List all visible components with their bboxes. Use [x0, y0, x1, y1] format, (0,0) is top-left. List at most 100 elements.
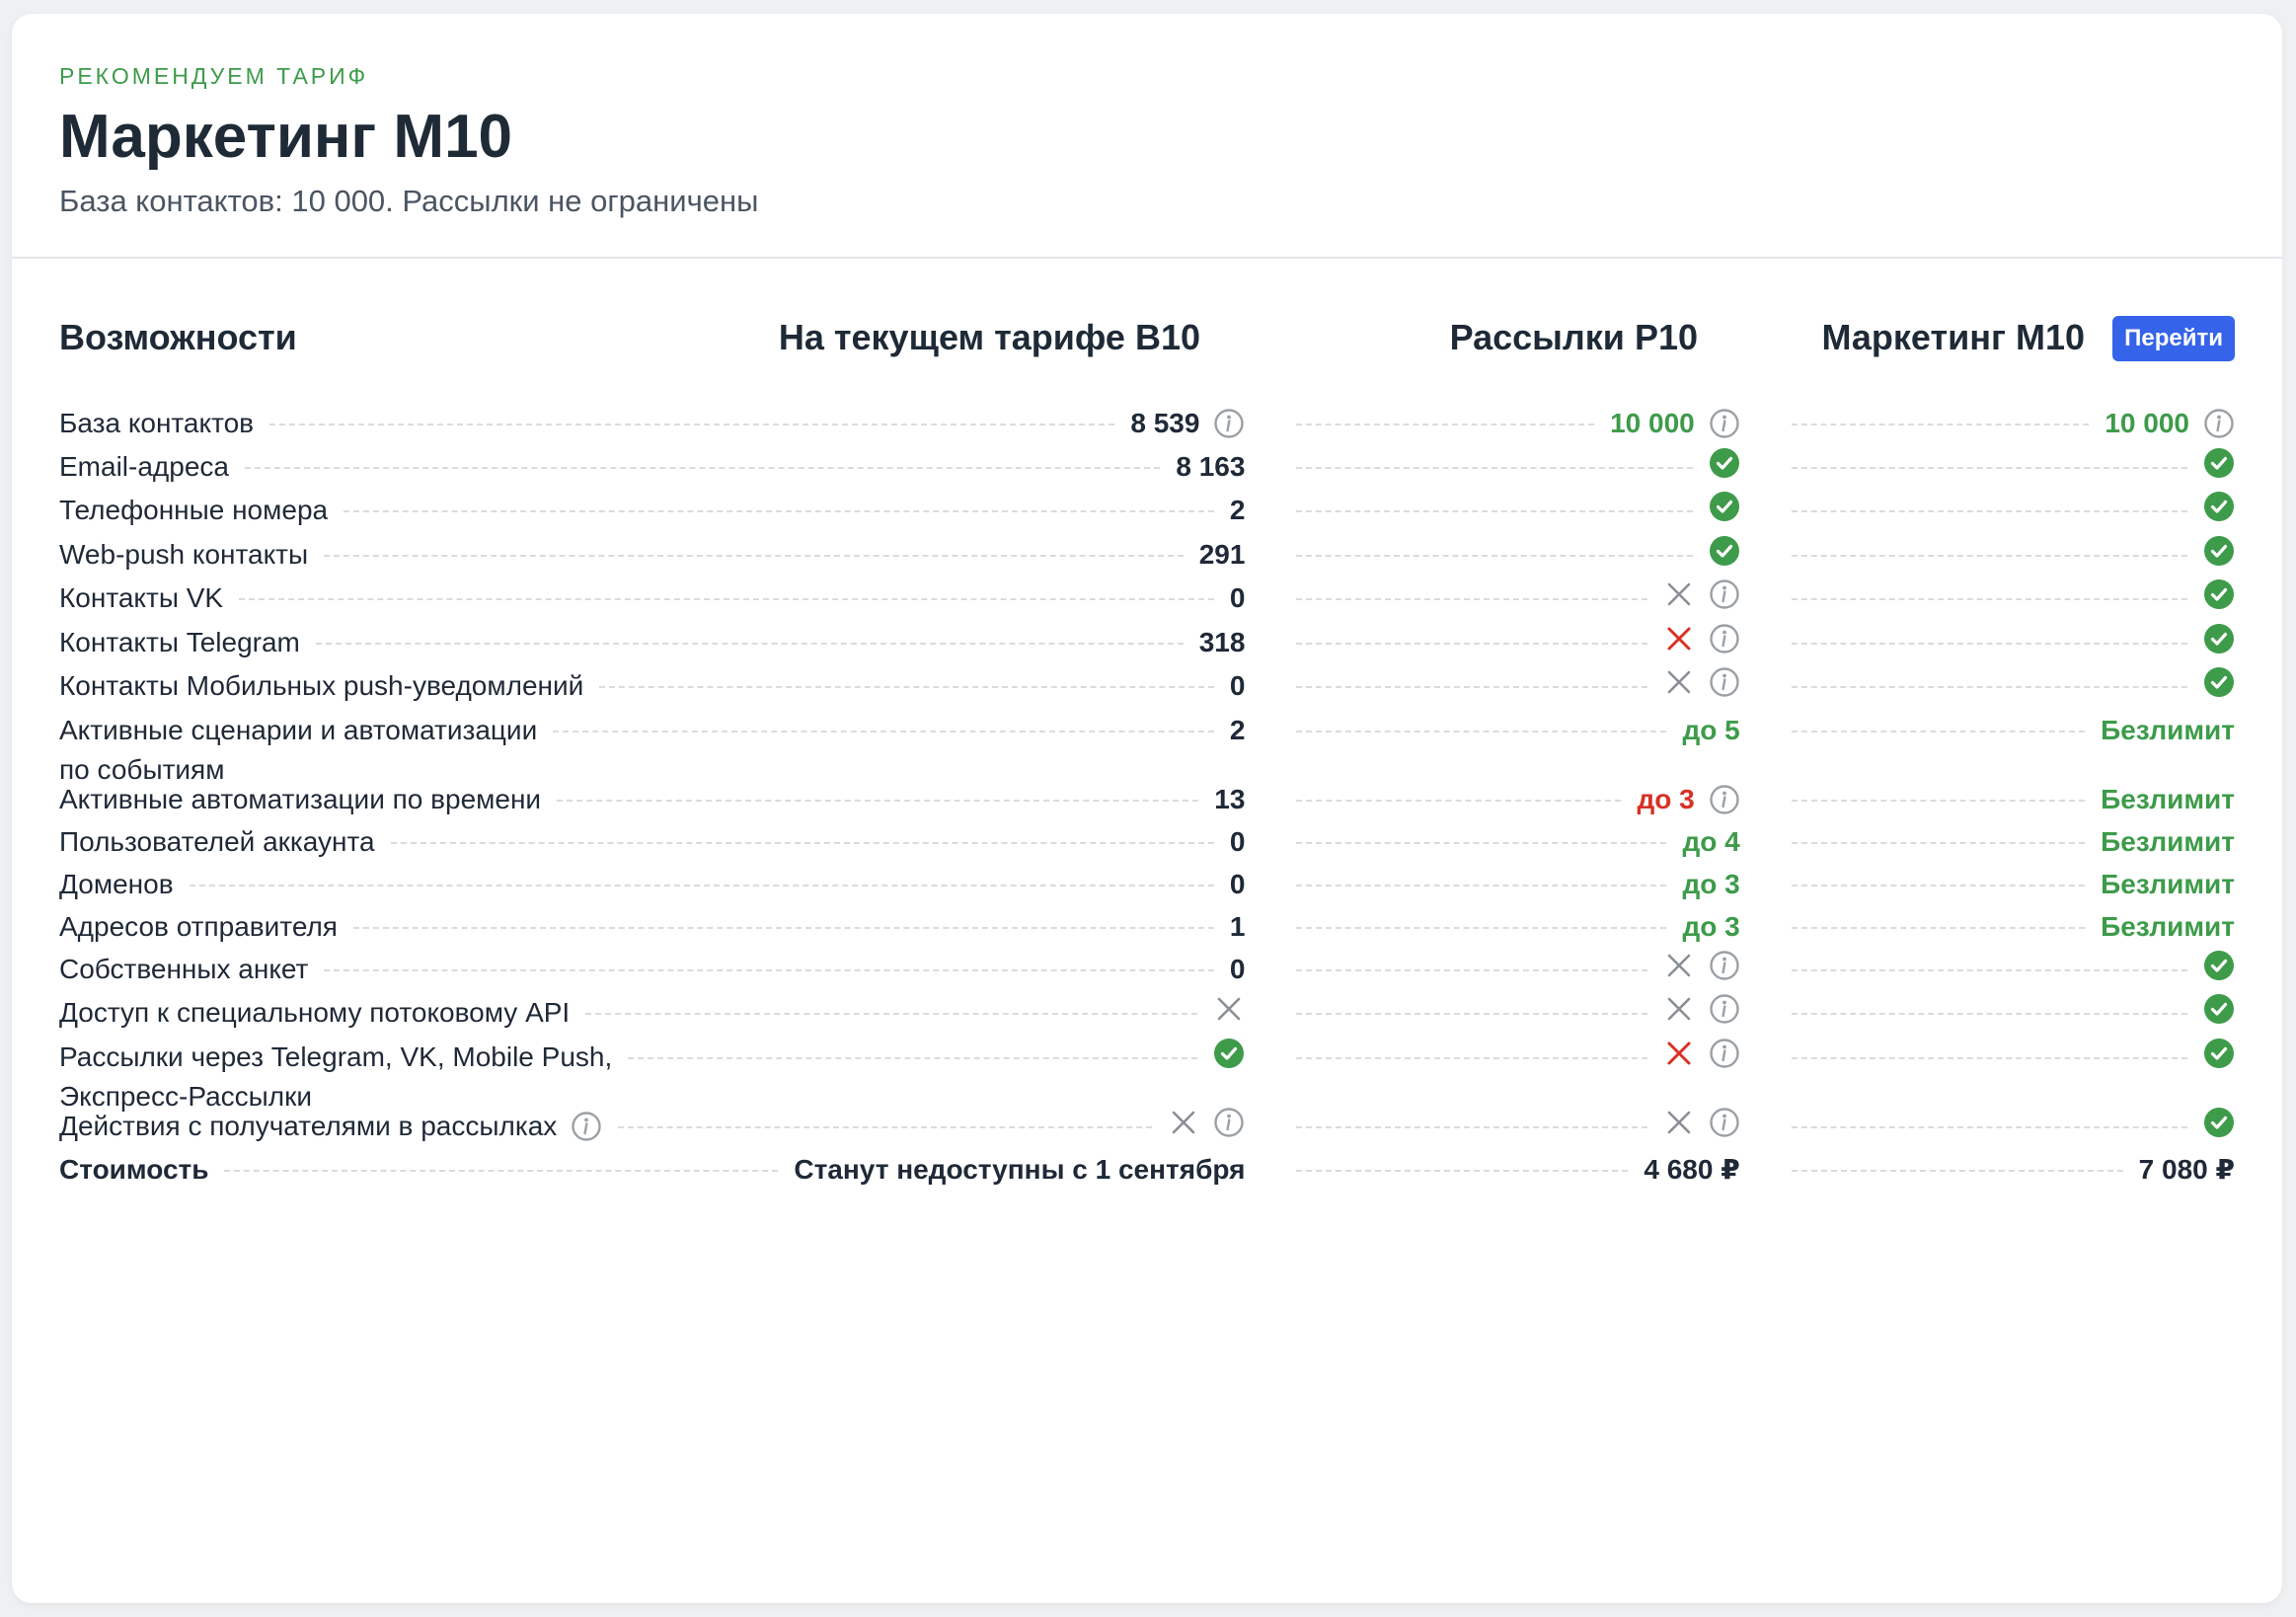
current-value: 8 163 [1176, 447, 1245, 487]
dotted-leader [1791, 510, 2187, 512]
current-value: 13 [1214, 780, 1245, 819]
info-icon[interactable] [1709, 623, 1740, 654]
p10-cell [1245, 993, 1739, 1038]
m10-value [2203, 1107, 2235, 1138]
dotted-leader [1791, 800, 2086, 802]
dotted-leader [1296, 1013, 1647, 1015]
p10-cell [1245, 535, 1739, 578]
cross-red-icon [1663, 1038, 1695, 1069]
dotted-leader [1296, 731, 1667, 732]
p10-value-text: до 4 [1682, 826, 1740, 857]
current-value: 0 [1230, 822, 1246, 862]
p10-cell [1245, 1038, 1739, 1107]
m10-value-text: Безлимит [2101, 869, 2235, 899]
check-circle-icon [2203, 1107, 2235, 1138]
dotted-leader [1296, 800, 1622, 802]
info-icon[interactable] [1213, 408, 1245, 439]
info-icon[interactable] [571, 1111, 602, 1142]
dotted-leader [344, 510, 1214, 512]
table-row: Действия с получателями в рассылках [59, 1107, 2235, 1150]
feature-cell: Контакты Мобильных push-уведомлений 0 [59, 666, 1245, 711]
feature-label: Адресов отправителя [59, 911, 338, 942]
feature-cell: Доменов 0 [59, 865, 1245, 907]
dotted-leader [1296, 1057, 1647, 1059]
current-value-text: 2 [1229, 715, 1246, 745]
dotted-leader [1791, 1126, 2187, 1128]
dotted-leader [352, 927, 1214, 929]
current-value-text: Станут недоступны с 1 сентября [794, 1154, 1246, 1185]
p10-cell: 4 680 ₽ [1245, 1150, 1740, 1194]
feature-label: Рассылки через Telegram, VK, Mobile Push… [59, 1041, 613, 1072]
table-row: Активные сценарии и автоматизации по собы… [59, 711, 2235, 785]
m10-cell [1740, 491, 2235, 535]
feature-cell: Телефонные номера 2 [59, 491, 1245, 535]
p10-value [1663, 1107, 1740, 1138]
feature-label: Web-push контакты [59, 539, 309, 570]
check-circle-icon [2203, 535, 2235, 567]
feature-label-line: Действия с получателями в рассылках [59, 1107, 602, 1146]
dotted-leader [553, 731, 1214, 732]
dotted-leader [628, 1057, 1198, 1059]
info-icon[interactable] [1709, 993, 1740, 1025]
table-row: Контакты Telegram 318 [59, 623, 2235, 666]
check-circle-icon [2203, 491, 2235, 522]
info-icon[interactable] [2203, 408, 2235, 439]
info-icon[interactable] [1709, 578, 1740, 610]
m10-cell [1740, 666, 2235, 711]
feature-label-wrap: База контактов [59, 404, 254, 443]
p10-cell: 10 000 [1245, 404, 1739, 447]
dotted-leader [1791, 467, 2187, 469]
m10-value-text: Безлимит [2101, 715, 2235, 745]
m10-value: Безлимит [2101, 780, 2235, 819]
m10-cell [1740, 950, 2235, 993]
check-circle-icon [1709, 447, 1740, 479]
info-icon[interactable] [1709, 1038, 1740, 1069]
table-rows: База контактов 8 539 10 000 10 000 Email-адр… [59, 404, 2235, 1194]
p10-value: 10 000 [1610, 404, 1740, 443]
info-icon[interactable] [1709, 666, 1740, 698]
dotted-leader [557, 800, 1199, 802]
feature-label: Контакты Telegram [59, 627, 300, 657]
p10-value-text: 10 000 [1610, 408, 1695, 438]
feature-label-line: Контакты Мобильных push-уведомлений [59, 666, 583, 706]
go-button[interactable]: Перейти [2112, 316, 2235, 361]
table-row: Email-адреса 8 163 [59, 447, 2235, 491]
m10-value: 10 000 [2105, 404, 2235, 443]
dotted-leader [1791, 424, 2090, 425]
table-row: Доменов 0 до 3 Безлимит [59, 865, 2235, 907]
check-circle-icon [2203, 993, 2235, 1025]
info-icon[interactable] [1213, 1107, 1245, 1138]
feature-cell: Web-push контакты 291 [59, 535, 1245, 578]
dotted-leader [1296, 643, 1647, 645]
dotted-leader [1296, 842, 1667, 844]
feature-label-line: База контактов [59, 404, 254, 443]
feature-label: Пользователей аккаунта [59, 826, 375, 857]
feature-label-line: Собственных анкет [59, 950, 308, 989]
p10-cell [1245, 666, 1739, 711]
info-icon[interactable] [1709, 1107, 1740, 1138]
feature-label-wrap: Доменов [59, 865, 174, 904]
p10-cell [1245, 1107, 1739, 1150]
feature-cell: Адресов отправителя 1 [59, 907, 1245, 950]
info-icon[interactable] [1709, 950, 1740, 981]
p10-value [1663, 950, 1740, 981]
feature-label: Контакты VK [59, 582, 224, 613]
p10-value: до 4 [1682, 822, 1739, 862]
feature-label: Активные сценарии и автоматизации [59, 715, 538, 745]
m10-value [2203, 623, 2235, 654]
current-value: 0 [1230, 950, 1246, 989]
p10-value [1709, 535, 1740, 567]
check-circle-icon [2203, 666, 2235, 698]
feature-label-line: Адресов отправителя [59, 907, 338, 947]
info-icon[interactable] [1709, 784, 1740, 815]
table-row: Телефонные номера 2 [59, 491, 2235, 535]
m10-value-text: 10 000 [2105, 408, 2189, 438]
feature-label-second-line: Экспресс-Рассылки [59, 1081, 312, 1112]
current-value-text: 2 [1229, 495, 1246, 525]
feature-label-wrap: Контакты Мобильных push-уведомлений [59, 666, 583, 706]
p10-cell [1245, 623, 1739, 666]
m10-value: Безлимит [2101, 711, 2235, 750]
table-row: Контакты VK 0 [59, 578, 2235, 623]
current-value: 0 [1230, 666, 1246, 706]
info-icon[interactable] [1709, 408, 1740, 439]
